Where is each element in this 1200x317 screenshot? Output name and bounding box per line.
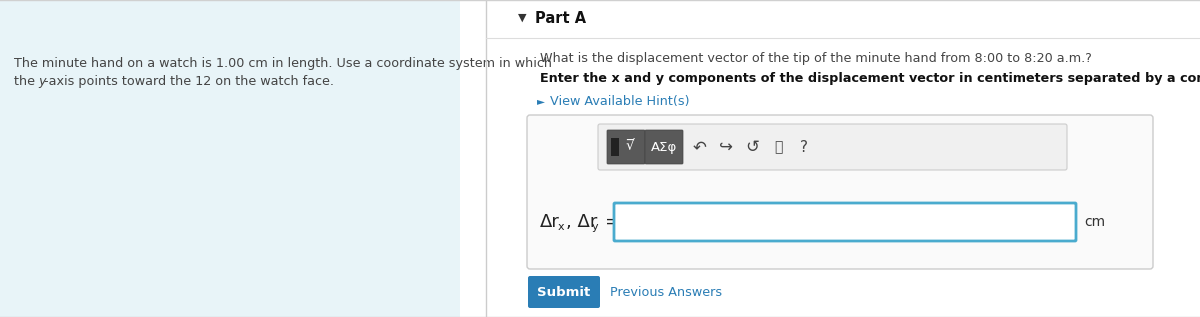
Text: √̅: √̅ [626,139,635,153]
FancyBboxPatch shape [598,124,1067,170]
Text: x: x [558,222,565,232]
Text: ↺: ↺ [745,138,758,156]
Text: ▼: ▼ [518,13,527,23]
Text: ?: ? [800,139,808,154]
Bar [486,0,1200,317]
Bar [0,0,460,317]
Text: Enter the x and y components of the displacement vector in centimeters separated: Enter the x and y components of the disp… [540,72,1200,85]
FancyBboxPatch shape [607,130,646,164]
Text: What is the displacement vector of the tip of the minute hand from 8:00 to 8:20 : What is the displacement vector of the t… [540,52,1092,65]
Text: cm: cm [1084,215,1105,229]
Text: y: y [38,75,46,88]
FancyBboxPatch shape [528,276,600,308]
Text: Previous Answers: Previous Answers [610,286,722,299]
Text: y: y [592,222,599,232]
FancyBboxPatch shape [614,203,1076,241]
Text: ►: ► [538,96,545,106]
Text: ⎗: ⎗ [774,140,782,154]
Text: , Δr: , Δr [566,213,598,231]
Bar [611,138,619,156]
FancyBboxPatch shape [646,130,683,164]
Text: ↶: ↶ [694,138,707,156]
Text: AΣφ: AΣφ [650,140,677,153]
Text: Part A: Part A [535,11,586,26]
Text: Δr: Δr [540,213,560,231]
Text: ↪: ↪ [719,138,733,156]
FancyBboxPatch shape [527,115,1153,269]
Text: The minute hand on a watch is 1.00 cm in length. Use a coordinate system in whic: The minute hand on a watch is 1.00 cm in… [14,57,552,70]
Text: View Available Hint(s): View Available Hint(s) [550,95,690,108]
Text: Submit: Submit [538,286,590,299]
Text: the: the [14,75,38,88]
Text: -axis points toward the 12 on the watch face.: -axis points toward the 12 on the watch … [44,75,334,88]
Text: =: = [600,213,619,231]
